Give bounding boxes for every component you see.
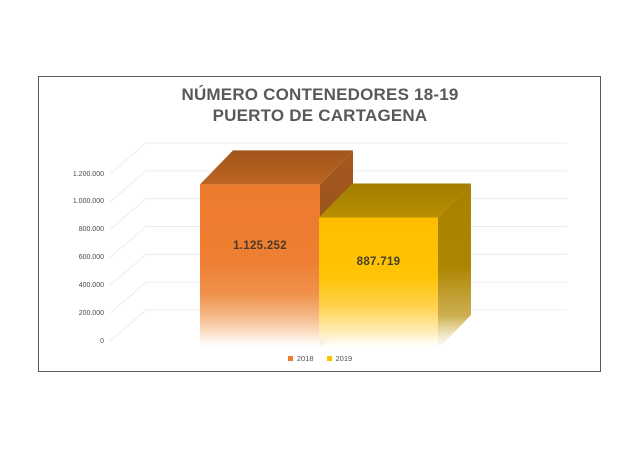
legend: 2018 2019 xyxy=(38,353,602,363)
gridline-diagonal xyxy=(109,309,147,342)
legend-swatch-icon xyxy=(326,355,332,361)
gridline-diagonal xyxy=(109,170,147,203)
y-tick-label: 1.000.000 xyxy=(72,198,104,206)
bar-2018-top-face xyxy=(200,150,353,185)
y-tick-label: 400.000 xyxy=(78,281,104,289)
chart-title: NÚMERO CONTENEDORES 18-19 PUERTO DE CART… xyxy=(38,84,602,126)
y-tick-label: 600.000 xyxy=(78,254,104,261)
bar-2019-front-face xyxy=(319,217,438,349)
y-tick-label: 800.000 xyxy=(78,226,104,234)
chart-title-line1: NÚMERO CONTENEDORES 18-19 xyxy=(181,85,459,104)
bar-2018-front-face xyxy=(200,184,320,349)
gridline-diagonal xyxy=(109,253,147,286)
bar-value-label-2018: 1.125.252 xyxy=(233,239,287,252)
bar-2019-top-face xyxy=(319,183,471,218)
gridline-diagonal xyxy=(109,198,147,231)
legend-item-2019: 2019 xyxy=(326,353,353,363)
legend-label: 2019 xyxy=(335,353,353,363)
legend-item-2018: 2018 xyxy=(287,353,314,363)
legend-swatch-icon xyxy=(287,355,293,361)
y-tick-label: 0 xyxy=(100,337,104,345)
bar-2019-side-face xyxy=(438,183,471,349)
chart-title-line2: PUERTO DE CARTAGENA xyxy=(212,106,428,125)
gridline-diagonal xyxy=(109,226,147,258)
gridline-diagonal xyxy=(109,142,147,175)
y-tick-label: 200.000 xyxy=(78,309,104,317)
y-tick-label: 1.200.000 xyxy=(72,170,104,178)
legend-label: 2018 xyxy=(296,353,314,363)
bar-value-label-2019: 887.719 xyxy=(356,256,401,269)
gridline-diagonal xyxy=(109,281,147,314)
